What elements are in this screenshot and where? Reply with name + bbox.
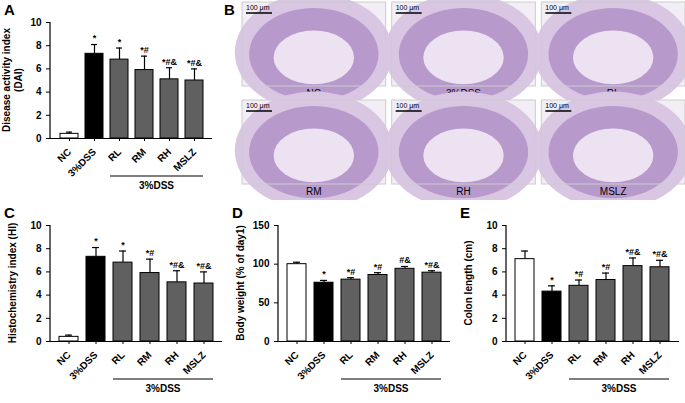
html-text:Disease activity index (DAI): Disease activity index (DAI) xyxy=(1,28,24,132)
svg-text:*#&: *#& xyxy=(625,247,641,257)
svg-text:MSLZ: MSLZ xyxy=(637,349,664,376)
html-text:D: D xyxy=(232,204,243,221)
svg-text:*: * xyxy=(94,236,98,246)
html-text:Colon length (cm): Colon length (cm) xyxy=(463,240,474,326)
svg-text:*: * xyxy=(93,33,97,43)
svg-text:8: 8 xyxy=(36,40,42,51)
svg-text:*: * xyxy=(550,275,554,285)
svg-text:RH: RH xyxy=(619,349,637,367)
svg-text:RH: RH xyxy=(163,349,181,367)
svg-text:*#: *# xyxy=(602,262,611,272)
svg-text:RM: RM xyxy=(363,349,382,368)
svg-text:3%DSS: 3%DSS xyxy=(523,349,556,382)
svg-text:3%DSS: 3%DSS xyxy=(295,349,328,382)
svg-text:0: 0 xyxy=(36,336,42,347)
svg-text:100 μm: 100 μm xyxy=(396,102,420,110)
svg-text:MSLZ: MSLZ xyxy=(600,186,627,197)
svg-text:#&: #& xyxy=(399,255,411,265)
svg-text:3%DSS: 3%DSS xyxy=(67,349,100,382)
svg-text:4: 4 xyxy=(36,289,42,300)
svg-text:*: * xyxy=(121,240,125,250)
svg-text:0: 0 xyxy=(264,336,270,347)
svg-text:4: 4 xyxy=(36,86,42,97)
svg-text:6: 6 xyxy=(36,266,42,277)
svg-text:3%DSS: 3%DSS xyxy=(601,383,636,394)
svg-text:RM: RM xyxy=(591,349,610,368)
svg-text:10: 10 xyxy=(30,220,42,231)
svg-text:*#&: *#& xyxy=(187,58,203,68)
html-text:E: E xyxy=(460,204,470,221)
svg-text:*#&: *#& xyxy=(162,57,178,67)
svg-text:8: 8 xyxy=(492,243,498,254)
svg-text:8: 8 xyxy=(36,243,42,254)
svg-text:6: 6 xyxy=(492,266,498,277)
svg-text:NC: NC xyxy=(511,349,529,367)
html-text:B: B xyxy=(224,1,235,18)
svg-text:RL: RL xyxy=(337,349,354,366)
svg-text:*#: *# xyxy=(140,45,149,55)
svg-text:*#: *# xyxy=(347,267,356,277)
svg-text:2: 2 xyxy=(492,313,498,324)
svg-text:RH: RH xyxy=(456,186,470,197)
svg-text:*#&: *#& xyxy=(652,249,668,259)
html-text:A: A xyxy=(4,1,15,18)
svg-text:*: * xyxy=(322,269,326,279)
svg-text:NC: NC xyxy=(55,146,73,164)
svg-text:*#&: *#& xyxy=(424,260,440,270)
svg-text:*#: *# xyxy=(146,248,155,258)
svg-text:100 μm: 100 μm xyxy=(545,4,569,12)
svg-text:MSLZ: MSLZ xyxy=(171,146,198,173)
svg-text:3%DSS: 3%DSS xyxy=(139,180,174,191)
svg-text:*#: *# xyxy=(374,262,383,272)
svg-text:10: 10 xyxy=(30,17,42,28)
svg-text:RM: RM xyxy=(135,349,154,368)
svg-text:50: 50 xyxy=(258,297,270,308)
svg-text:100 μm: 100 μm xyxy=(396,4,420,12)
svg-text:*#&: *#& xyxy=(169,260,185,270)
html-text:Histochemistry index (HI): Histochemistry index (HI) xyxy=(7,222,18,344)
svg-text:RM: RM xyxy=(306,186,322,197)
svg-text:10: 10 xyxy=(486,220,498,231)
svg-text:2: 2 xyxy=(36,110,42,121)
svg-text:RM: RM xyxy=(129,146,148,165)
svg-text:3%DSS: 3%DSS xyxy=(145,383,180,394)
svg-text:RL: RL xyxy=(109,349,126,366)
svg-text:0: 0 xyxy=(36,133,42,144)
html-text:C: C xyxy=(4,204,15,221)
svg-text:100 μm: 100 μm xyxy=(545,102,569,110)
svg-text:*: * xyxy=(118,37,122,47)
svg-text:RH: RH xyxy=(391,349,409,367)
svg-text:RL: RL xyxy=(565,349,582,366)
svg-text:3%DSS: 3%DSS xyxy=(66,146,99,179)
svg-text:150: 150 xyxy=(253,220,270,231)
html-text:Body weight (% of day1): Body weight (% of day1) xyxy=(235,225,246,341)
svg-text:MSLZ: MSLZ xyxy=(181,349,208,376)
svg-text:2: 2 xyxy=(36,313,42,324)
svg-text:100: 100 xyxy=(253,258,270,269)
svg-text:100 μm: 100 μm xyxy=(246,4,270,12)
svg-text:NC: NC xyxy=(55,349,73,367)
svg-text:3%DSS: 3%DSS xyxy=(373,383,408,394)
svg-text:RH: RH xyxy=(155,146,173,164)
svg-text:0: 0 xyxy=(492,336,498,347)
svg-text:RL: RL xyxy=(106,146,123,163)
svg-text:NC: NC xyxy=(283,349,301,367)
svg-text:4: 4 xyxy=(492,289,498,300)
svg-text:6: 6 xyxy=(36,63,42,74)
svg-text:MSLZ: MSLZ xyxy=(409,349,436,376)
svg-text:*#: *# xyxy=(575,269,584,279)
svg-text:100 μm: 100 μm xyxy=(246,102,270,110)
svg-text:*#&: *#& xyxy=(196,261,212,271)
